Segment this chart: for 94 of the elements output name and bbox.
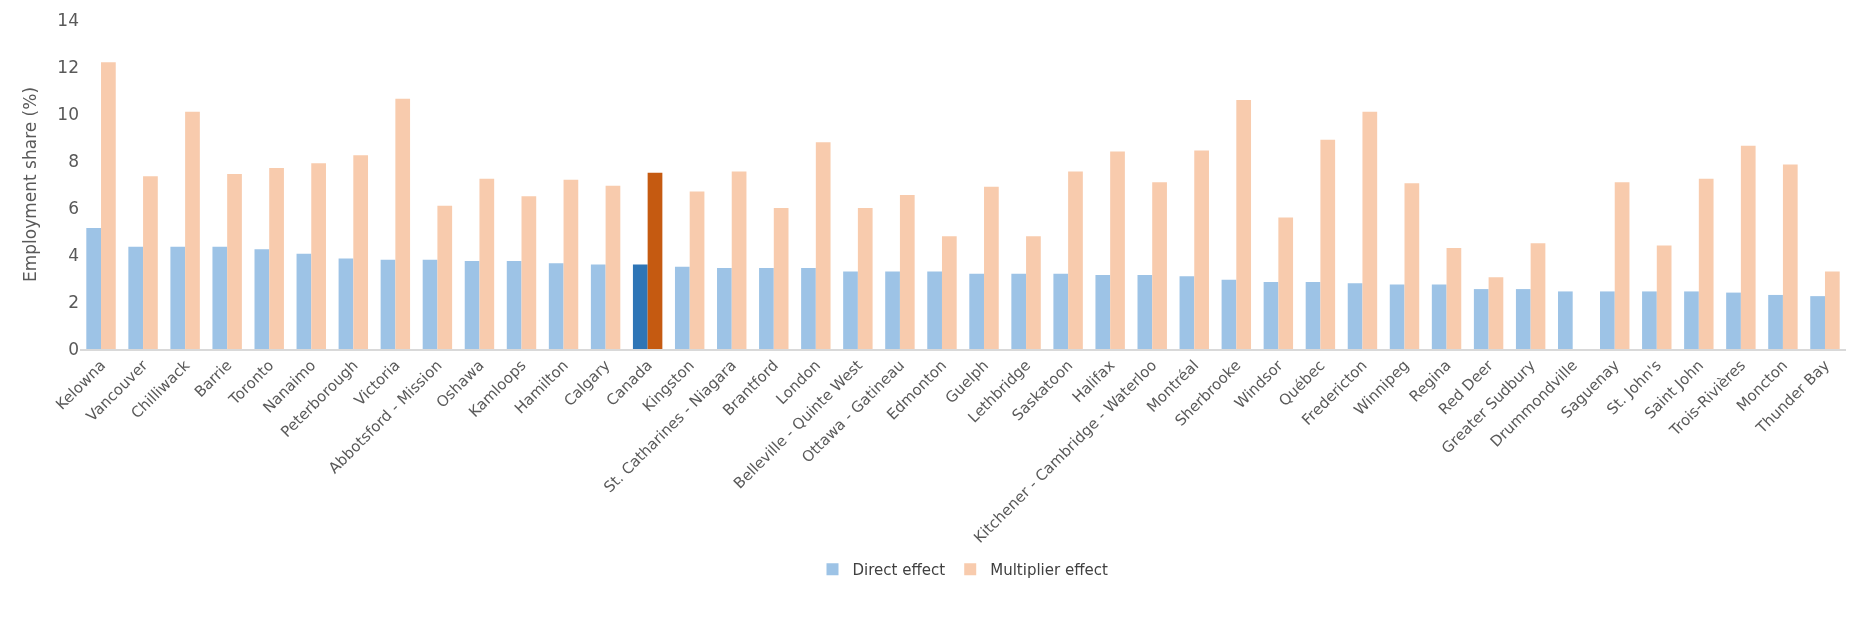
bar bbox=[731, 171, 747, 349]
bar bbox=[1320, 139, 1336, 349]
bar bbox=[1194, 150, 1209, 349]
bar bbox=[1278, 217, 1294, 349]
bar bbox=[801, 267, 816, 349]
y-tick-label: 8 bbox=[68, 150, 79, 171]
bar bbox=[969, 273, 985, 349]
bar bbox=[927, 271, 942, 349]
bar bbox=[1431, 284, 1447, 349]
bar bbox=[296, 253, 312, 349]
bar bbox=[506, 260, 522, 349]
bar bbox=[185, 111, 200, 349]
bar bbox=[1221, 279, 1237, 349]
bar bbox=[1473, 289, 1489, 349]
bar bbox=[563, 179, 579, 349]
bar bbox=[647, 172, 663, 349]
bar bbox=[899, 195, 915, 349]
bar bbox=[1782, 164, 1798, 349]
bar bbox=[1740, 145, 1756, 349]
bar bbox=[1389, 284, 1405, 349]
bar bbox=[1642, 291, 1657, 349]
bar bbox=[1726, 292, 1741, 349]
bar bbox=[1488, 277, 1504, 349]
bar bbox=[380, 259, 396, 349]
bar bbox=[632, 264, 648, 349]
bar bbox=[170, 246, 186, 349]
bar bbox=[674, 266, 690, 349]
bar bbox=[773, 208, 789, 349]
bar bbox=[521, 196, 537, 349]
y-axis-title: Employment share (%) bbox=[20, 86, 40, 283]
bar bbox=[1236, 99, 1252, 349]
bar bbox=[1515, 289, 1531, 349]
legend-label: Multiplier effect bbox=[990, 561, 1108, 580]
bar bbox=[590, 264, 606, 349]
bar bbox=[1026, 236, 1041, 349]
y-tick-label: 14 bbox=[57, 9, 79, 30]
bar bbox=[269, 168, 284, 349]
bar bbox=[1684, 291, 1699, 349]
bar bbox=[1137, 274, 1153, 349]
bar bbox=[227, 173, 242, 349]
bar bbox=[1810, 296, 1825, 349]
bar bbox=[1362, 111, 1378, 349]
bar bbox=[717, 267, 732, 349]
bar bbox=[1053, 273, 1069, 349]
bar bbox=[1557, 291, 1573, 349]
bar bbox=[422, 259, 438, 349]
bar bbox=[212, 246, 228, 349]
bar bbox=[1446, 247, 1462, 349]
y-tick-label: 2 bbox=[68, 291, 79, 312]
bar bbox=[254, 249, 270, 349]
bar bbox=[311, 163, 326, 349]
bar bbox=[689, 191, 705, 349]
bar bbox=[479, 178, 495, 349]
bar bbox=[353, 155, 369, 349]
bar bbox=[338, 258, 354, 349]
bar bbox=[548, 263, 564, 349]
bar bbox=[128, 246, 144, 349]
bar bbox=[941, 236, 957, 349]
bar bbox=[1305, 282, 1321, 349]
y-tick-label: 4 bbox=[68, 244, 79, 265]
bar bbox=[815, 142, 831, 349]
y-tick-label: 6 bbox=[68, 197, 79, 218]
bar bbox=[843, 271, 858, 349]
bar bbox=[1068, 171, 1083, 349]
y-tick-label: 0 bbox=[68, 338, 79, 359]
bar bbox=[1768, 294, 1783, 349]
bar bbox=[1530, 243, 1546, 349]
bar bbox=[101, 62, 116, 349]
bar bbox=[1614, 182, 1630, 349]
bar bbox=[1110, 151, 1125, 349]
bar bbox=[395, 98, 411, 349]
legend-label: Direct effect bbox=[852, 561, 946, 580]
bar bbox=[1698, 178, 1714, 349]
bar bbox=[759, 267, 774, 349]
bar bbox=[86, 227, 102, 349]
bar bbox=[885, 271, 900, 349]
bar bbox=[1656, 245, 1672, 349]
bar bbox=[143, 176, 158, 349]
bar bbox=[1095, 274, 1111, 349]
bar bbox=[857, 208, 873, 349]
bar bbox=[984, 186, 999, 349]
bar bbox=[437, 205, 453, 349]
bar bbox=[1600, 291, 1615, 349]
bar bbox=[464, 260, 480, 349]
y-tick-label: 10 bbox=[57, 103, 79, 124]
bar bbox=[605, 185, 621, 349]
bar bbox=[1263, 282, 1279, 349]
y-tick-label: 12 bbox=[57, 56, 79, 77]
bar bbox=[1347, 283, 1363, 349]
bar bbox=[1404, 183, 1420, 349]
bar bbox=[1179, 276, 1195, 349]
bar bbox=[1824, 271, 1840, 349]
bar bbox=[1152, 182, 1167, 349]
bar bbox=[1011, 273, 1027, 349]
